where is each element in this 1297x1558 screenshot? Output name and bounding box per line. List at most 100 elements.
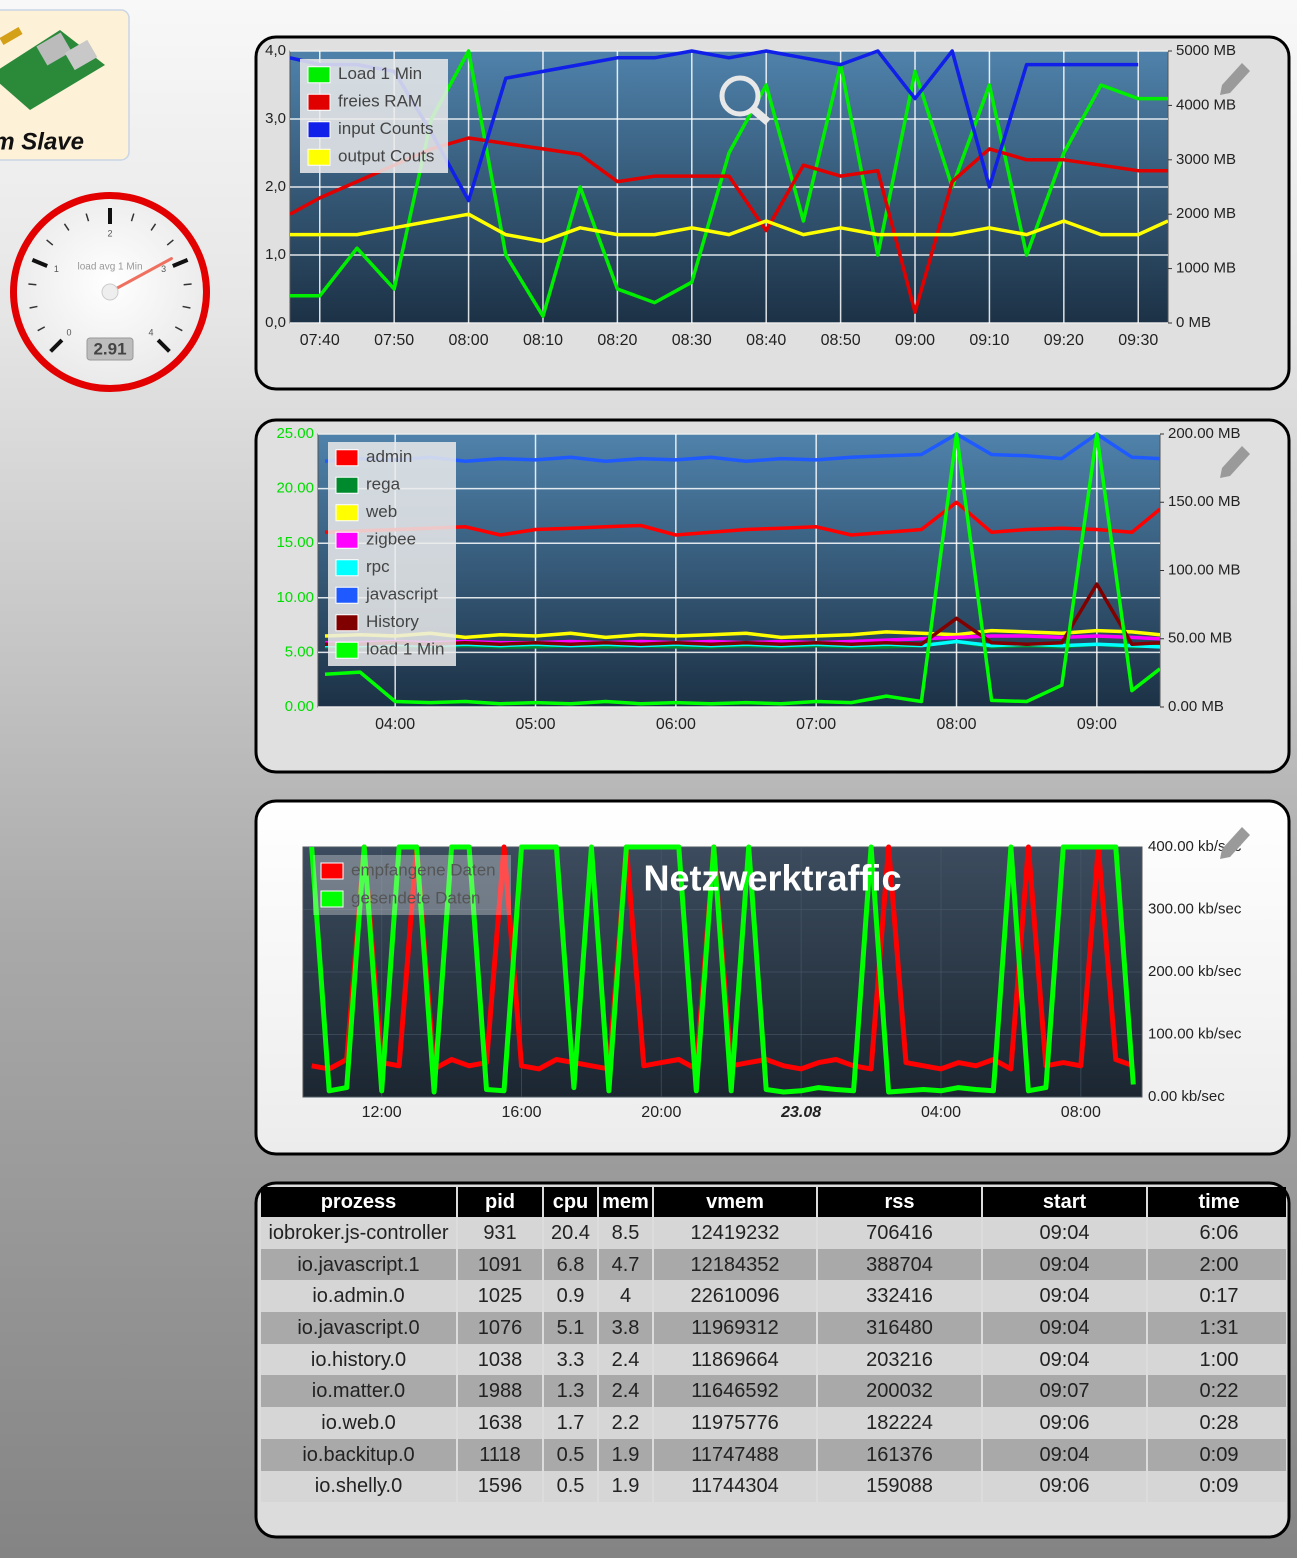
table-cell: 0:28: [1148, 1407, 1286, 1439]
column-header: cpu: [544, 1187, 597, 1217]
legend-swatch: [335, 586, 359, 604]
series-line: [309, 844, 1136, 1095]
column-header: mem: [599, 1187, 652, 1217]
edit-icon[interactable]: [1220, 827, 1250, 859]
y2-tick-label: 200.00 MB: [1168, 425, 1241, 442]
table-cell: 09:04: [983, 1217, 1146, 1249]
column-header: start: [983, 1187, 1146, 1217]
gauge-minor-tick: [166, 239, 174, 246]
x-tick-label: 08:40: [746, 332, 786, 349]
gauge-label: load avg 1 Min: [77, 262, 142, 273]
table-cell: 1.9: [599, 1470, 652, 1503]
process-table: prozess pid cpu mem vmem rss start time iobroke…: [259, 1187, 1286, 1532]
table-cell: io.javascript.1: [261, 1248, 456, 1281]
table-cell: 0:17: [1148, 1280, 1286, 1313]
x-tick-label: 06:00: [656, 716, 696, 733]
table-cell: 931: [458, 1217, 542, 1249]
charts: 0,0 1,0 2,0 3,0 4,0 0 MB 1000 MB 2000 MB 3000 MB…: [265, 42, 1242, 1121]
table-row: io.web.0 1638 1.7 2.2 11975776 182224 09:06 0:2…: [261, 1407, 1286, 1439]
table-cell: 2.2: [599, 1407, 652, 1439]
series-line: [324, 628, 1160, 640]
y-tick-label: 20.00: [276, 480, 314, 497]
table-cell: 12419232: [654, 1217, 816, 1249]
zoom-icon[interactable]: [719, 75, 771, 126]
legend-swatch: [307, 121, 331, 139]
table-cell: 1091: [458, 1248, 542, 1281]
x-tick-label: 07:00: [796, 716, 836, 733]
gauge-tick: [172, 258, 189, 268]
table-cell: 09:04: [983, 1248, 1146, 1281]
table-cell: 6.8: [544, 1248, 597, 1281]
table-cell: 11869664: [654, 1343, 816, 1376]
y-tick-label: 1,0: [265, 246, 286, 263]
table-cell: 1.9: [599, 1438, 652, 1471]
table-cell: 0:09: [1148, 1438, 1286, 1471]
x-tick-label: 12:00: [362, 1104, 402, 1121]
y2-tick-label: 4000 MB: [1176, 96, 1236, 113]
table-cell: 0.9: [544, 1280, 597, 1313]
legend-label: web: [365, 502, 397, 521]
gauge-minor-tick: [182, 305, 191, 309]
table-body: iobroker.js-controller 931 20.4 8.5 12419232…: [261, 1217, 1286, 1503]
table-cell: 1038: [458, 1343, 542, 1376]
legend-swatch: [335, 531, 359, 549]
y-tick-label: 3,0: [265, 110, 286, 127]
table-cell: 0.5: [544, 1438, 597, 1471]
table-row: io.javascript.1 1091 6.8 4.7 12184352 388704 0…: [261, 1248, 1286, 1281]
legend-swatch: [307, 93, 331, 111]
table-cell: 8.5: [599, 1217, 652, 1249]
series-line: [324, 500, 1160, 537]
table-cell: 1:00: [1148, 1343, 1286, 1376]
x-tick-label: 07:50: [374, 332, 414, 349]
y2-tick-label: 150.00 MB: [1168, 493, 1241, 510]
column-header: vmem: [654, 1187, 816, 1217]
edit-icon[interactable]: [1220, 63, 1250, 95]
table-cell: 20.4: [544, 1217, 597, 1249]
table-cell: 200032: [818, 1375, 981, 1408]
table-cell: io.matter.0: [261, 1375, 456, 1408]
gauge-tick-label: 2: [107, 228, 112, 238]
gauge-minor-tick: [28, 283, 37, 286]
y-tick-label: 400.00 kb/sec: [1148, 838, 1242, 855]
x-tick-label: 08:00: [449, 332, 489, 349]
gauge-value: 2.91: [93, 339, 126, 358]
series-line: [324, 432, 1160, 464]
table-cell: 6:06: [1148, 1217, 1286, 1249]
table-cell: 1596: [458, 1470, 542, 1503]
legend-label: output Couts: [338, 147, 434, 166]
series-line: [325, 582, 1160, 646]
raspberry-icon: [0, 27, 105, 110]
table-cell: 3.8: [599, 1312, 652, 1344]
y-tick-label: 2,0: [265, 178, 286, 195]
x-tick-label: 05:00: [515, 716, 555, 733]
y-tick-label: 0.00 kb/sec: [1148, 1088, 1225, 1105]
table-cell: 161376: [818, 1438, 981, 1471]
table-cell: 09:04: [983, 1280, 1146, 1313]
column-header: rss: [818, 1187, 981, 1217]
table-cell: 22610096: [654, 1280, 816, 1313]
gauge-minor-tick: [150, 223, 157, 231]
y2-tick-label: 50.00 MB: [1168, 630, 1232, 647]
table-cell: 09:04: [983, 1343, 1146, 1376]
table-row: io.backitup.0 1118 0.5 1.9 11747488 161376 09:…: [261, 1438, 1286, 1471]
y-tick-label: 15.00: [276, 534, 314, 551]
table-cell: 159088: [818, 1470, 981, 1503]
legend-swatch: [335, 476, 359, 494]
table-row: io.shelly.0 1596 0.5 1.9 11744304 159088 09:06…: [261, 1470, 1286, 1503]
column-header: prozess: [261, 1187, 456, 1217]
x-tick-label: 08:00: [936, 716, 976, 733]
table-cell: 4.7: [599, 1248, 652, 1281]
gauge-hub: [101, 283, 119, 301]
y2-tick-label: 1000 MB: [1176, 260, 1236, 277]
edit-icon[interactable]: [1220, 446, 1250, 478]
table-cell: 1118: [458, 1438, 542, 1471]
legend-label: empfangene Daten: [351, 860, 496, 879]
table-cell: 11744304: [654, 1470, 816, 1503]
table-cell: 3.3: [544, 1343, 597, 1376]
gauge-tick: [156, 338, 171, 353]
table-cell: 332416: [818, 1280, 981, 1313]
y-tick-label: 25.00: [276, 425, 314, 442]
table-cell: 09:04: [983, 1438, 1146, 1471]
table-cell: 11747488: [654, 1438, 816, 1471]
table-cell: 203216: [818, 1343, 981, 1376]
